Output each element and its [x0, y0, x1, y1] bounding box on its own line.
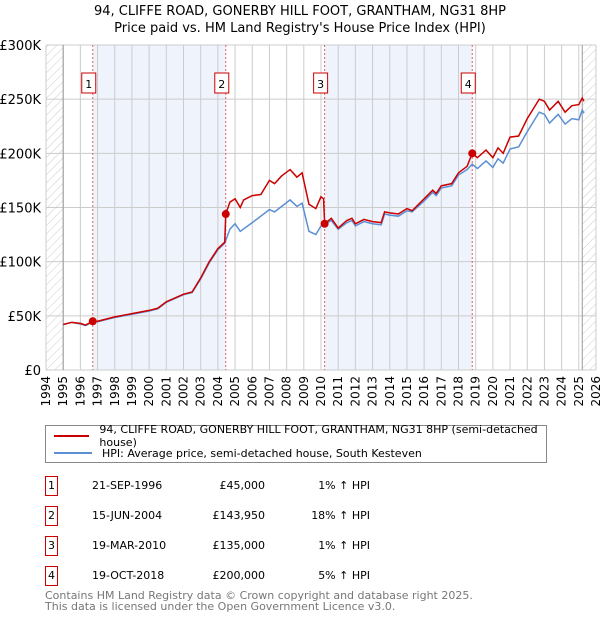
sale-hpi-diff: 5% ↑ HPI — [318, 569, 370, 582]
y-tick-label: £150K — [0, 202, 41, 217]
x-tick-label: 2003 — [194, 376, 208, 407]
x-tick-label: 2022 — [520, 376, 534, 407]
sale-date: 21-SEP-1996 — [92, 479, 163, 492]
property-price-line — [63, 96, 585, 326]
sale-price: £45,000 — [219, 479, 266, 492]
chart-title: 94, CLIFFE ROAD, GONERBY HILL FOOT, GRAN… — [93, 4, 507, 19]
sales-row: 4 19-OCT-2018 £200,000 5% ↑ HPI — [45, 566, 545, 586]
legend: 94, CLIFFE ROAD, GONERBY HILL FOOT, GRAN… — [45, 423, 547, 463]
sale-hpi-diff: 1% ↑ HPI — [318, 479, 370, 492]
sale-number: 4 — [45, 566, 58, 586]
sale-label-box — [214, 72, 230, 94]
x-tick-label: 2014 — [383, 376, 397, 407]
x-tick-label: 1994 — [39, 376, 53, 407]
sales-row: 3 19-MAR-2010 £135,000 1% ↑ HPI — [45, 536, 545, 556]
sale-date: 15-JUN-2004 — [92, 509, 163, 522]
x-tick-label: 2020 — [486, 376, 500, 407]
x-tick-label: 2026 — [589, 376, 600, 407]
x-tick-label: 2019 — [469, 376, 483, 407]
x-tick-label: 2008 — [280, 376, 294, 407]
x-tick-label: 2023 — [537, 376, 551, 407]
sale-price: £200,000 — [212, 569, 266, 582]
legend-label-hpi: HPI: Average price, semi-detached house,… — [102, 446, 422, 460]
x-tick-label: 1998 — [108, 376, 122, 407]
x-tick-label: 2009 — [297, 376, 311, 407]
legend-label-property: 94, CLIFFE ROAD, GONERBY HILL FOOT, GRAN… — [99, 423, 538, 449]
sale-point — [468, 149, 477, 158]
y-tick-label: £200K — [0, 147, 41, 162]
x-tick-label: 2017 — [434, 376, 448, 407]
sale-point — [221, 210, 230, 219]
x-tick-label: 2025 — [572, 376, 586, 407]
sale-number: 3 — [45, 536, 58, 556]
x-tick-label: 2021 — [503, 376, 517, 407]
x-tick-label: 2010 — [314, 376, 328, 407]
legend-swatch-property — [54, 435, 90, 437]
sales-row: 1 21-SEP-1996 £45,000 1% ↑ HPI — [45, 476, 545, 496]
x-tick-label: 2004 — [211, 376, 225, 407]
sale-date: 19-MAR-2010 — [92, 539, 167, 552]
x-tick-label: 1995 — [56, 376, 70, 407]
sales-row: 2 15-JUN-2004 £143,950 18% ↑ HPI — [45, 506, 545, 526]
x-tick-label: 1996 — [73, 376, 87, 407]
x-tick-label: 1997 — [91, 376, 105, 407]
sale-date: 19-OCT-2018 — [92, 569, 165, 582]
x-tick-label: 2006 — [245, 376, 259, 407]
sale-hpi-diff: 1% ↑ HPI — [318, 539, 370, 552]
x-tick-label: 2005 — [228, 376, 242, 407]
price-chart: 1994 1995 1996 1997 1998 1999 2000 2001 2002 2003… — [0, 39, 600, 407]
y-tick-label: £250K — [0, 93, 41, 108]
x-tick-label: 2015 — [400, 376, 414, 407]
sale-price: £143,950 — [212, 509, 266, 522]
sale-label-box — [460, 72, 476, 94]
y-tick-label: £0 — [24, 364, 41, 379]
x-tick-label: 2001 — [159, 376, 173, 407]
x-tick-label: 1999 — [125, 376, 139, 407]
y-tick-label: £300K — [0, 39, 41, 54]
sale-label-box — [313, 72, 329, 94]
x-tick-label: 2002 — [177, 376, 191, 407]
sale-point — [88, 317, 97, 326]
x-tick-label: 2016 — [417, 376, 431, 407]
sale-label-box — [81, 72, 97, 94]
sale-number: 1 — [45, 476, 58, 496]
footer-line-1: Contains HM Land Registry data © Crown c… — [45, 589, 473, 602]
x-tick-label: 2018 — [452, 376, 466, 407]
sale-price: £135,000 — [212, 539, 266, 552]
sale-point — [320, 219, 329, 228]
footer-line-2: This data is licensed under the Open Gov… — [45, 600, 396, 613]
y-tick-label: £100K — [0, 256, 41, 271]
x-tick-label: 2011 — [331, 376, 345, 407]
sale-label: 3 — [317, 78, 324, 91]
footer: Contains HM Land Registry data © Crown c… — [45, 590, 473, 612]
sale-number: 2 — [45, 506, 58, 526]
sale-label: 2 — [218, 78, 225, 91]
sale-label: 4 — [465, 78, 472, 91]
x-tick-label: 2007 — [262, 376, 276, 407]
chart-subtitle: Price paid vs. HM Land Registry's House … — [114, 21, 486, 36]
x-tick-label: 2000 — [142, 376, 156, 407]
sale-label: 1 — [85, 78, 92, 91]
x-tick-label: 2013 — [366, 376, 380, 407]
x-tick-label: 2024 — [555, 376, 569, 407]
y-tick-label: £50K — [8, 310, 42, 325]
x-tick-label: 2012 — [348, 376, 362, 407]
legend-swatch-hpi — [54, 452, 92, 454]
sale-hpi-diff: 18% ↑ HPI — [311, 509, 370, 522]
